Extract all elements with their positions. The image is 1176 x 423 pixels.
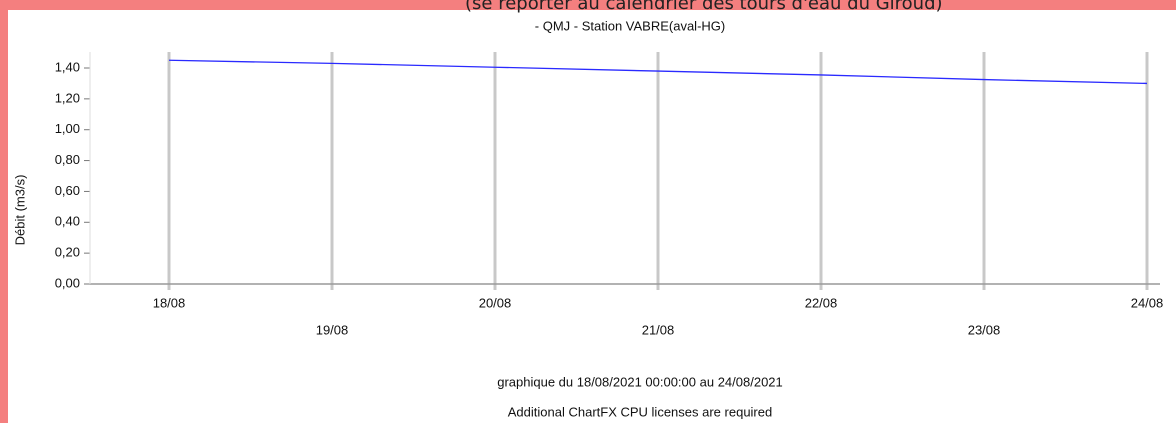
x-tick-label: 22/08	[805, 295, 838, 310]
top-note: (se reporter au calendrier des tours d'e…	[465, 0, 943, 14]
x-tick-label: 24/08	[1131, 295, 1164, 310]
x-tick-label: 19/08	[316, 322, 349, 337]
chart-title: - QMJ - Station VABRE(aval-HG)	[535, 18, 725, 33]
y-tick-label: 1,00	[55, 121, 80, 136]
y-axis-label: Débit (m3/s)	[12, 175, 27, 246]
x-tick-label: 18/08	[153, 295, 186, 310]
y-tick-label: 1,20	[55, 90, 80, 105]
x-tick-label: 20/08	[479, 295, 512, 310]
y-tick-label: 0,80	[55, 152, 80, 167]
data-line	[168, 59, 1148, 85]
y-tick-label: 0,20	[55, 245, 80, 260]
y-tick-label: 0,00	[55, 275, 80, 290]
footer: graphique du 18/08/2021 00:00:00 au 24/0…	[497, 374, 783, 389]
x-tick-label: 21/08	[642, 322, 675, 337]
y-tick-label: 0,40	[55, 214, 80, 229]
y-tick-label: 1,40	[55, 59, 80, 74]
panel	[8, 10, 1176, 423]
y-tick-label: 0,60	[55, 183, 80, 198]
x-tick-label: 23/08	[968, 322, 1001, 337]
footer: Additional ChartFX CPU licenses are requ…	[508, 404, 772, 419]
